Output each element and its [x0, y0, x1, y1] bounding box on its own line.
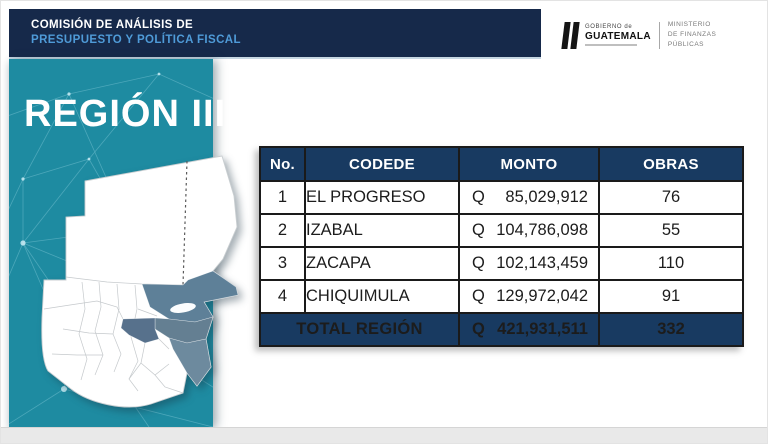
- total-obras-value: 332: [598, 312, 744, 347]
- obras-value: 55: [598, 213, 744, 248]
- monto-value: 104,786,098: [496, 221, 588, 239]
- gobierno-tagline-rule: [585, 44, 637, 47]
- table-row: 1 EL PROGRESO Q 85,029,912 76: [259, 180, 744, 215]
- ministry-line3: PÚBLICAS: [667, 40, 704, 48]
- col-header-monto: MONTO: [458, 146, 600, 182]
- row-number: 3: [259, 246, 306, 281]
- monto-value: 85,029,912: [505, 188, 588, 206]
- col-header-obras: OBRAS: [598, 146, 744, 182]
- monto-value: 102,143,459: [496, 254, 588, 272]
- commission-header-bar: COMISIÓN DE ANÁLISIS DE PRESUPUESTO Y PO…: [9, 9, 541, 59]
- ministry-line1: MINISTERIO: [667, 21, 711, 29]
- guatemala-map: [41, 155, 239, 408]
- col-header-no: No.: [259, 146, 306, 182]
- lake-izabal: [170, 303, 196, 313]
- codede-name: CHIQUIMULA: [304, 279, 460, 314]
- total-label: TOTAL REGIÓN: [259, 312, 460, 347]
- obras-value: 76: [598, 180, 744, 215]
- el-progreso-department: [120, 317, 160, 344]
- currency-symbol: Q: [472, 320, 485, 338]
- monto-value: 129,972,042: [496, 287, 588, 305]
- col-header-codede: CODEDE: [304, 146, 460, 182]
- ministry-wordmark: MINISTERIO DE FINANZAS PÚBLICAS: [668, 20, 716, 49]
- obras-value: 91: [598, 279, 744, 314]
- row-number: 4: [259, 279, 306, 314]
- table-row: 3 ZACAPA Q 102,143,459 110: [259, 246, 744, 281]
- currency-symbol: Q: [472, 188, 485, 206]
- total-monto-value: 421,931,511: [497, 320, 588, 338]
- codede-name: IZABAL: [304, 213, 460, 248]
- izabal-department: [141, 270, 239, 323]
- gobierno-wordmark: GOBIERNO de GUATEMALA: [585, 23, 651, 47]
- bottom-strip: [1, 427, 767, 443]
- table-header-row: No. CODEDE MONTO OBRAS: [259, 146, 744, 182]
- codede-name: ZACAPA: [304, 246, 460, 281]
- obras-value: 110: [598, 246, 744, 281]
- table-row: 2 IZABAL Q 104,786,098 55: [259, 213, 744, 248]
- row-number: 2: [259, 213, 306, 248]
- codede-name: EL PROGRESO: [304, 180, 460, 215]
- currency-symbol: Q: [472, 221, 485, 239]
- gobierno-bars-icon: [561, 21, 580, 49]
- row-number: 1: [259, 180, 306, 215]
- currency-symbol: Q: [472, 254, 485, 272]
- logo-divider: [658, 21, 660, 49]
- gobierno-big-text: GUATEMALA: [585, 30, 651, 42]
- table-total-row: TOTAL REGIÓN Q 421,931,511 332: [259, 312, 744, 347]
- table-row: 4 CHIQUIMULA Q 129,972,042 91: [259, 279, 744, 314]
- government-logo: GOBIERNO de GUATEMALA MINISTERIO DE FINA…: [561, 16, 716, 54]
- region3-highlight: [120, 270, 239, 387]
- codede-table: No. CODEDE MONTO OBRAS 1 EL PROGRESO Q 85…: [259, 146, 744, 347]
- belize-dotted-line: [182, 160, 188, 286]
- commission-title-line2: PRESUPUESTO Y POLÍTICA FISCAL: [31, 34, 241, 46]
- currency-symbol: Q: [472, 287, 485, 305]
- gobierno-small-text: GOBIERNO de: [585, 23, 633, 30]
- region-title: REGIÓN III: [24, 93, 227, 135]
- commission-title-line1: COMISIÓN DE ANÁLISIS DE: [31, 19, 194, 31]
- chiquimula-department: [168, 337, 212, 387]
- ministry-line2: DE FINANZAS: [667, 31, 717, 39]
